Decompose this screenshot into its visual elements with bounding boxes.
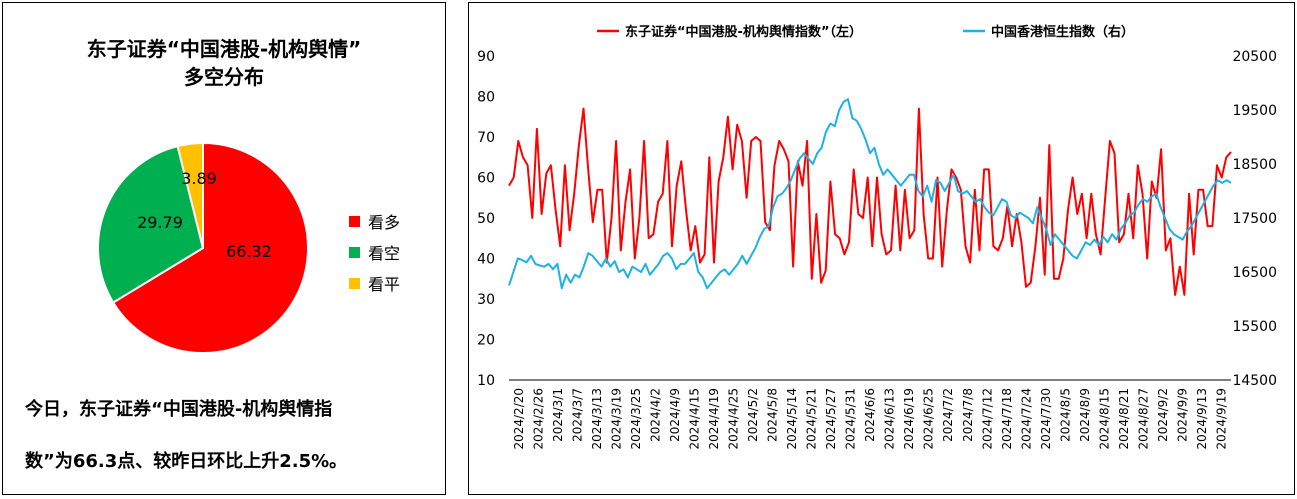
x-tick-label: 2024/5/8 bbox=[766, 388, 780, 442]
legend-label: 看多 bbox=[368, 213, 401, 232]
x-tick-label: 2024/5/21 bbox=[805, 388, 819, 450]
x-tick-label: 2024/2/20 bbox=[512, 388, 526, 450]
pie-slice-1 bbox=[111, 141, 309, 354]
x-tick-label: 2024/7/18 bbox=[1000, 388, 1014, 450]
y-right-tick-label: 17500 bbox=[1232, 211, 1277, 227]
y-right-tick-label: 16500 bbox=[1232, 265, 1277, 281]
legend-red-label: 东子证券“中国港股-机构舆情指数”（左） bbox=[625, 24, 862, 40]
y-left-tick-label: 60 bbox=[477, 171, 495, 187]
y-right-tick-label: 18500 bbox=[1232, 157, 1277, 173]
x-tick-label: 2024/5/27 bbox=[824, 388, 838, 450]
y-right-tick-label: 15500 bbox=[1232, 319, 1277, 335]
y-left-tick-label: 20 bbox=[477, 333, 495, 349]
x-tick-label: 2024/7/2 bbox=[941, 388, 955, 442]
x-tick-label: 2024/7/12 bbox=[980, 388, 994, 450]
y-right-tick-label: 19500 bbox=[1232, 103, 1277, 119]
x-tick-label: 2024/4/15 bbox=[688, 388, 702, 450]
x-tick-label: 2024/8/21 bbox=[1117, 388, 1131, 450]
x-tick-label: 2024/5/14 bbox=[785, 388, 799, 450]
x-tick-label: 2024/7/8 bbox=[961, 388, 975, 442]
x-tick-label: 2024/6/13 bbox=[883, 388, 897, 450]
pie-title-line2: 多空分布 bbox=[184, 65, 264, 89]
pie-legend-item: 看多 bbox=[349, 209, 400, 233]
pie-data-label: 29.79 bbox=[137, 213, 183, 232]
y-right-tick-label: 14500 bbox=[1232, 373, 1277, 389]
x-tick-label: 2024/6/19 bbox=[902, 388, 916, 450]
legend-swatch bbox=[349, 246, 360, 258]
legend-label: 看平 bbox=[368, 275, 401, 294]
note-line2: 数”为66.3点、较昨日环比上升2.5%。 bbox=[25, 451, 348, 472]
x-tick-label: 2024/8/5 bbox=[1058, 388, 1072, 442]
x-tick-label: 2024/3/7 bbox=[570, 388, 584, 442]
x-tick-label: 2024/3/19 bbox=[610, 388, 624, 450]
x-tick-label: 2024/6/25 bbox=[922, 388, 936, 450]
y-left-tick-label: 50 bbox=[477, 211, 495, 227]
legend-swatch bbox=[349, 215, 360, 227]
pie-slice-2 bbox=[97, 144, 205, 304]
line-chart-panel: 东子证券“中国港股-机构舆情指数”（左） 中国香港恒生指数（右） 10 20 30 4… bbox=[468, 2, 1295, 495]
y-left-tick-label: 70 bbox=[477, 130, 495, 146]
legend-label: 看空 bbox=[368, 244, 401, 263]
x-tick-label: 2024/6/6 bbox=[863, 388, 877, 442]
x-tick-label: 2024/3/25 bbox=[629, 388, 643, 450]
pie-legend-item: 看平 bbox=[349, 271, 400, 295]
pie-panel: 东子证券“中国港股-机构舆情” 多空分布 66.32 29.79 3.89 看多看空… bbox=[2, 2, 446, 495]
y-right-tick-label: 20500 bbox=[1232, 49, 1277, 65]
pie-data-label: 66.32 bbox=[226, 242, 272, 261]
x-tick-label: 2024/5/31 bbox=[844, 388, 858, 450]
x-tick-label: 2024/4/19 bbox=[707, 388, 721, 450]
x-tick-label: 2024/4/25 bbox=[727, 388, 741, 450]
x-tick-label: 2024/4/2 bbox=[649, 388, 663, 442]
series-line-hsi bbox=[508, 98, 1232, 290]
x-tick-label: 2024/5/2 bbox=[746, 388, 760, 442]
legend-swatch bbox=[349, 277, 360, 289]
x-tick-label: 2024/9/2 bbox=[1156, 388, 1170, 442]
y-left-tick-label: 30 bbox=[477, 292, 495, 308]
line-chart: 东子证券“中国港股-机构舆情指数”（左） 中国香港恒生指数（右） 10 20 30 4… bbox=[477, 24, 1277, 450]
legend-blue-label: 中国香港恒生指数（右） bbox=[991, 24, 1134, 40]
x-tick-label: 2024/8/27 bbox=[1136, 388, 1150, 450]
y-left-tick-label: 10 bbox=[477, 373, 495, 389]
x-tick-label: 2024/8/9 bbox=[1078, 388, 1092, 442]
x-tick-label: 2024/8/15 bbox=[1097, 388, 1111, 450]
x-tick-label: 2024/9/9 bbox=[1175, 388, 1189, 442]
pie-data-label: 3.89 bbox=[181, 169, 217, 188]
x-tick-label: 2024/7/24 bbox=[1019, 388, 1033, 450]
x-tick-label: 2024/2/26 bbox=[531, 388, 545, 450]
y-left-tick-label: 40 bbox=[477, 252, 495, 268]
note-line1: 今日，东子证券“中国港股-机构舆情指 bbox=[25, 399, 333, 420]
x-tick-label: 2024/3/13 bbox=[590, 388, 604, 450]
pie-slice-3 bbox=[176, 141, 204, 249]
x-tick-label: 2024/7/30 bbox=[1039, 388, 1053, 450]
y-left-tick-label: 90 bbox=[477, 49, 495, 65]
pie-legend-item: 看空 bbox=[349, 240, 400, 264]
x-tick-label: 2024/4/9 bbox=[668, 388, 682, 442]
pie-chart: 66.32 29.79 3.89 bbox=[97, 141, 309, 354]
series-line-sentiment bbox=[508, 107, 1232, 296]
x-tick-label: 2024/3/1 bbox=[551, 388, 565, 442]
pie-title-line1: 东子证券“中国港股-机构舆情” bbox=[86, 37, 362, 61]
x-tick-label: 2024/9/13 bbox=[1195, 388, 1209, 450]
y-left-tick-label: 80 bbox=[477, 90, 495, 106]
x-tick-label: 2024/9/19 bbox=[1214, 388, 1228, 450]
